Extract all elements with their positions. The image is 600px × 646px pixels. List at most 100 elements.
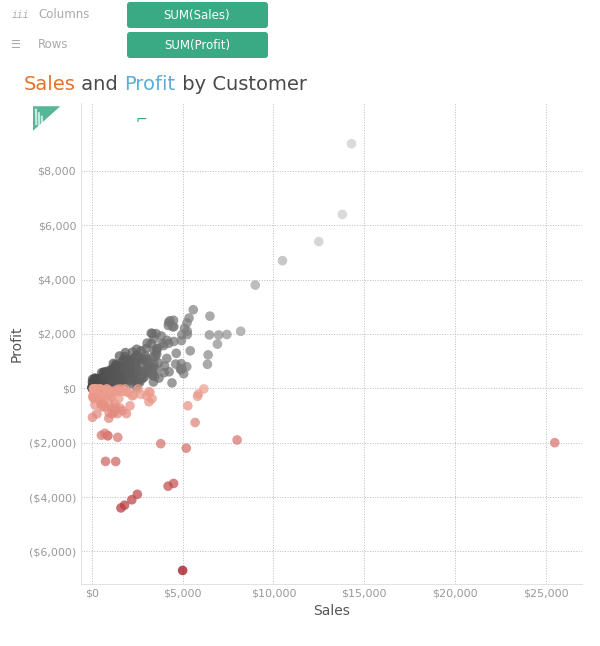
Point <box>107 364 116 375</box>
Point <box>97 373 106 384</box>
Point <box>102 384 112 394</box>
Point <box>120 362 130 372</box>
Point <box>203 349 213 360</box>
Point <box>115 372 124 382</box>
Point <box>91 384 101 394</box>
Point <box>111 402 121 413</box>
Point <box>133 353 143 363</box>
Point <box>205 311 215 321</box>
Point <box>125 379 134 389</box>
Point <box>90 383 100 393</box>
Point <box>89 383 99 393</box>
Point <box>106 374 116 384</box>
Point <box>118 375 127 386</box>
Point <box>93 375 103 385</box>
Point <box>104 382 113 392</box>
Point <box>93 390 103 401</box>
Point <box>98 376 107 386</box>
Point <box>98 386 108 397</box>
Point <box>112 364 122 375</box>
Point <box>108 382 118 392</box>
Point <box>100 371 110 382</box>
Point <box>97 382 106 393</box>
Point <box>106 366 115 377</box>
Text: Columns: Columns <box>38 8 89 21</box>
Point <box>120 351 130 362</box>
Point <box>88 383 98 393</box>
Point <box>168 322 178 332</box>
Point <box>144 386 154 397</box>
Point <box>194 389 203 399</box>
Point <box>107 382 116 393</box>
Point <box>92 383 102 393</box>
Point <box>99 367 109 377</box>
Point <box>94 373 104 384</box>
Point <box>126 367 136 377</box>
Point <box>113 378 123 388</box>
Point <box>113 432 122 443</box>
Point <box>108 379 118 390</box>
Point <box>96 383 106 393</box>
Point <box>122 387 132 397</box>
Point <box>130 375 139 385</box>
Point <box>148 328 157 339</box>
Point <box>97 376 107 386</box>
Point <box>105 399 115 410</box>
Point <box>101 377 110 387</box>
Point <box>113 367 123 377</box>
Point <box>130 366 140 377</box>
Point <box>100 371 110 382</box>
Point <box>105 391 115 401</box>
Point <box>95 382 104 392</box>
Point <box>146 328 156 339</box>
Point <box>108 367 118 377</box>
Point <box>90 382 100 393</box>
Point <box>113 368 122 379</box>
Point <box>550 437 560 448</box>
Point <box>88 383 98 393</box>
Point <box>126 357 136 368</box>
Point <box>96 377 106 387</box>
Point <box>121 374 131 384</box>
Point <box>88 383 98 393</box>
Point <box>162 353 172 364</box>
Point <box>188 305 198 315</box>
Point <box>164 338 173 348</box>
Point <box>92 383 102 393</box>
Point <box>203 359 212 370</box>
Point <box>94 379 104 390</box>
Point <box>114 372 124 382</box>
Point <box>236 326 245 337</box>
Point <box>136 346 146 356</box>
Point <box>98 379 107 390</box>
Point <box>103 375 112 386</box>
Point <box>131 359 140 370</box>
Point <box>89 381 99 391</box>
Point <box>128 374 137 384</box>
Point <box>104 386 113 396</box>
Point <box>110 372 119 382</box>
Point <box>91 383 101 393</box>
Point <box>107 371 116 381</box>
Point <box>136 371 145 382</box>
Point <box>152 344 162 354</box>
Point <box>148 367 157 377</box>
Point <box>116 367 125 377</box>
Point <box>92 382 101 393</box>
Point <box>95 382 104 393</box>
Point <box>128 364 137 374</box>
Point <box>89 380 98 390</box>
Point <box>127 354 137 364</box>
Point <box>90 380 100 391</box>
Point <box>112 361 121 371</box>
Point <box>90 400 100 410</box>
Point <box>114 370 124 380</box>
Point <box>124 387 134 397</box>
Point <box>118 406 127 416</box>
Point <box>125 401 135 411</box>
Point <box>100 375 109 385</box>
Point <box>94 379 103 390</box>
Point <box>92 382 102 393</box>
Point <box>109 377 118 388</box>
Point <box>124 358 133 368</box>
